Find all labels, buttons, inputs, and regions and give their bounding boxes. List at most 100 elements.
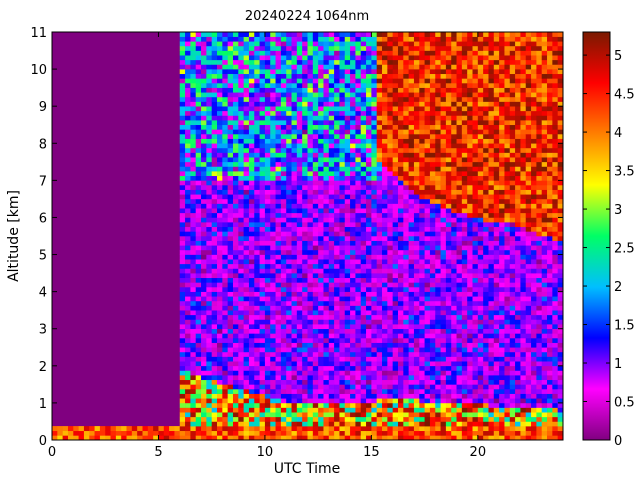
heatmap-cell xyxy=(302,41,308,47)
heatmap-cell xyxy=(366,189,372,195)
heatmap-cell xyxy=(264,421,271,427)
heatmap-cell xyxy=(419,393,425,399)
heatmap-cell xyxy=(238,430,244,436)
heatmap-cell xyxy=(403,379,409,385)
heatmap-cell xyxy=(451,129,457,135)
heatmap-cell xyxy=(350,435,356,440)
heatmap-cell xyxy=(248,45,255,51)
heatmap-cell xyxy=(302,106,308,112)
heatmap-cell xyxy=(408,402,415,408)
heatmap-cell xyxy=(291,263,298,269)
heatmap-cell xyxy=(286,171,292,177)
heatmap-cell xyxy=(440,245,447,251)
heatmap-cell xyxy=(456,305,463,311)
heatmap-cell xyxy=(429,384,436,390)
heatmap-cell xyxy=(461,41,468,47)
heatmap-cell xyxy=(445,375,452,381)
heatmap-cell xyxy=(467,389,473,394)
heatmap-cell xyxy=(403,73,409,79)
heatmap-cell xyxy=(280,106,287,112)
heatmap-cell xyxy=(275,379,282,385)
heatmap-cell xyxy=(302,147,308,153)
heatmap-cell xyxy=(243,171,250,177)
heatmap-cell xyxy=(440,55,447,61)
heatmap-cell xyxy=(419,245,425,251)
heatmap-cell xyxy=(318,92,324,98)
heatmap-cell xyxy=(179,143,186,149)
heatmap-cell xyxy=(408,78,415,84)
heatmap-cell xyxy=(397,375,404,381)
heatmap-cell xyxy=(296,240,303,246)
heatmap-cell xyxy=(445,412,452,418)
heatmap-cell xyxy=(382,175,388,181)
heatmap-cell xyxy=(334,389,340,394)
heatmap-cell xyxy=(227,361,234,367)
heatmap-cell xyxy=(392,412,399,418)
heatmap-cell xyxy=(392,273,399,279)
heatmap-cell xyxy=(360,175,367,181)
heatmap-cell xyxy=(307,231,314,237)
heatmap-cell xyxy=(217,333,223,339)
heatmap-cell xyxy=(206,157,212,163)
heatmap-cell xyxy=(387,365,393,371)
heatmap-cell xyxy=(397,393,404,399)
heatmap-cell xyxy=(264,291,271,297)
heatmap-cell xyxy=(307,245,314,251)
heatmap-cell xyxy=(270,296,276,302)
heatmap-cell xyxy=(254,143,260,149)
heatmap-cell xyxy=(451,87,457,93)
heatmap-cell xyxy=(222,314,228,320)
heatmap-cell xyxy=(366,263,372,269)
heatmap-cell xyxy=(307,435,314,440)
heatmap-cell xyxy=(206,421,212,427)
heatmap-cell xyxy=(328,407,335,413)
heatmap-cell xyxy=(291,189,298,195)
heatmap-cell xyxy=(302,222,308,228)
heatmap-cell xyxy=(190,217,197,223)
heatmap-cell xyxy=(206,45,212,51)
heatmap-cell xyxy=(387,83,393,88)
heatmap-cell xyxy=(360,347,367,353)
heatmap-cell xyxy=(424,175,431,181)
heatmap-cell xyxy=(445,73,452,79)
heatmap-cell xyxy=(366,212,372,218)
heatmap-cell xyxy=(179,115,186,121)
heatmap-cell xyxy=(248,263,255,269)
heatmap-cell xyxy=(355,138,362,144)
heatmap-cell xyxy=(291,115,298,121)
heatmap-cell xyxy=(397,324,404,330)
heatmap-cell xyxy=(440,78,447,84)
heatmap-cell xyxy=(302,73,308,79)
heatmap-cell xyxy=(195,407,202,413)
heatmap-cell xyxy=(302,115,308,121)
heatmap-cell xyxy=(392,171,399,177)
heatmap-cell xyxy=(387,319,393,325)
heatmap-cell xyxy=(291,69,298,75)
heatmap-cell xyxy=(291,217,298,223)
heatmap-cell xyxy=(227,64,234,70)
heatmap-cell xyxy=(334,212,340,218)
heatmap-cell xyxy=(387,328,393,334)
heatmap-cell xyxy=(264,129,271,135)
heatmap-cell xyxy=(195,314,202,320)
heatmap-cell xyxy=(445,245,452,251)
heatmap-cell xyxy=(419,106,425,112)
heatmap-cell xyxy=(286,208,292,214)
heatmap-cell xyxy=(456,319,463,325)
heatmap-cell xyxy=(339,421,346,427)
heatmap-cell xyxy=(248,379,255,385)
heatmap-cell xyxy=(376,236,383,241)
heatmap-cell xyxy=(467,115,473,121)
heatmap-cell xyxy=(445,356,452,362)
heatmap-cell xyxy=(461,129,468,135)
heatmap-cell xyxy=(254,231,260,237)
heatmap-cell xyxy=(424,69,431,75)
heatmap-cell xyxy=(456,361,463,367)
heatmap-cell xyxy=(296,333,303,339)
heatmap-cell xyxy=(413,389,420,394)
heatmap-cell xyxy=(312,338,319,343)
heatmap-cell xyxy=(451,375,457,381)
heatmap-cell xyxy=(190,203,197,209)
heatmap-cell xyxy=(467,101,473,107)
heatmap-cell xyxy=(254,268,260,274)
